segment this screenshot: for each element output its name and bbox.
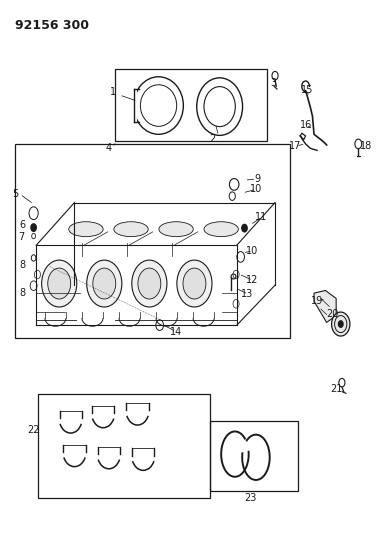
Text: 3: 3 xyxy=(270,78,276,87)
Text: 7: 7 xyxy=(18,232,24,242)
Circle shape xyxy=(242,224,247,232)
Text: 11: 11 xyxy=(255,212,267,222)
Text: 92156 300: 92156 300 xyxy=(15,19,89,31)
Text: 18: 18 xyxy=(360,141,372,151)
Ellipse shape xyxy=(159,222,193,237)
Text: 17: 17 xyxy=(289,141,301,151)
Ellipse shape xyxy=(138,268,161,299)
Ellipse shape xyxy=(132,260,167,307)
Ellipse shape xyxy=(114,222,148,237)
Text: 12: 12 xyxy=(246,276,258,285)
Polygon shape xyxy=(314,290,336,322)
Text: 10: 10 xyxy=(246,246,258,255)
Bar xyxy=(115,69,267,141)
Ellipse shape xyxy=(87,260,122,307)
Ellipse shape xyxy=(177,260,212,307)
Text: 23: 23 xyxy=(244,494,256,503)
Ellipse shape xyxy=(183,268,206,299)
Text: 21: 21 xyxy=(331,384,343,394)
Ellipse shape xyxy=(42,260,77,307)
Text: 5: 5 xyxy=(12,189,18,199)
Ellipse shape xyxy=(69,222,103,237)
Text: 8: 8 xyxy=(19,288,25,297)
Bar xyxy=(210,421,298,491)
Text: 22: 22 xyxy=(28,425,40,435)
Text: 10: 10 xyxy=(250,184,262,194)
Text: 13: 13 xyxy=(241,289,254,299)
Text: 14: 14 xyxy=(170,327,182,336)
Ellipse shape xyxy=(48,268,71,299)
Text: 15: 15 xyxy=(301,85,313,94)
Circle shape xyxy=(338,321,343,327)
Text: 4: 4 xyxy=(106,143,112,152)
Text: 6: 6 xyxy=(19,220,25,230)
Ellipse shape xyxy=(93,268,116,299)
Text: 19: 19 xyxy=(311,296,323,306)
Ellipse shape xyxy=(204,222,238,237)
Text: 1: 1 xyxy=(110,87,116,96)
Text: 9: 9 xyxy=(254,174,260,184)
Bar xyxy=(38,394,210,498)
Circle shape xyxy=(31,224,36,231)
Ellipse shape xyxy=(332,312,350,336)
Text: 8: 8 xyxy=(19,261,25,270)
Text: 16: 16 xyxy=(299,120,312,130)
Text: 20: 20 xyxy=(326,310,338,319)
Bar xyxy=(15,144,290,338)
Text: 2: 2 xyxy=(209,134,215,143)
